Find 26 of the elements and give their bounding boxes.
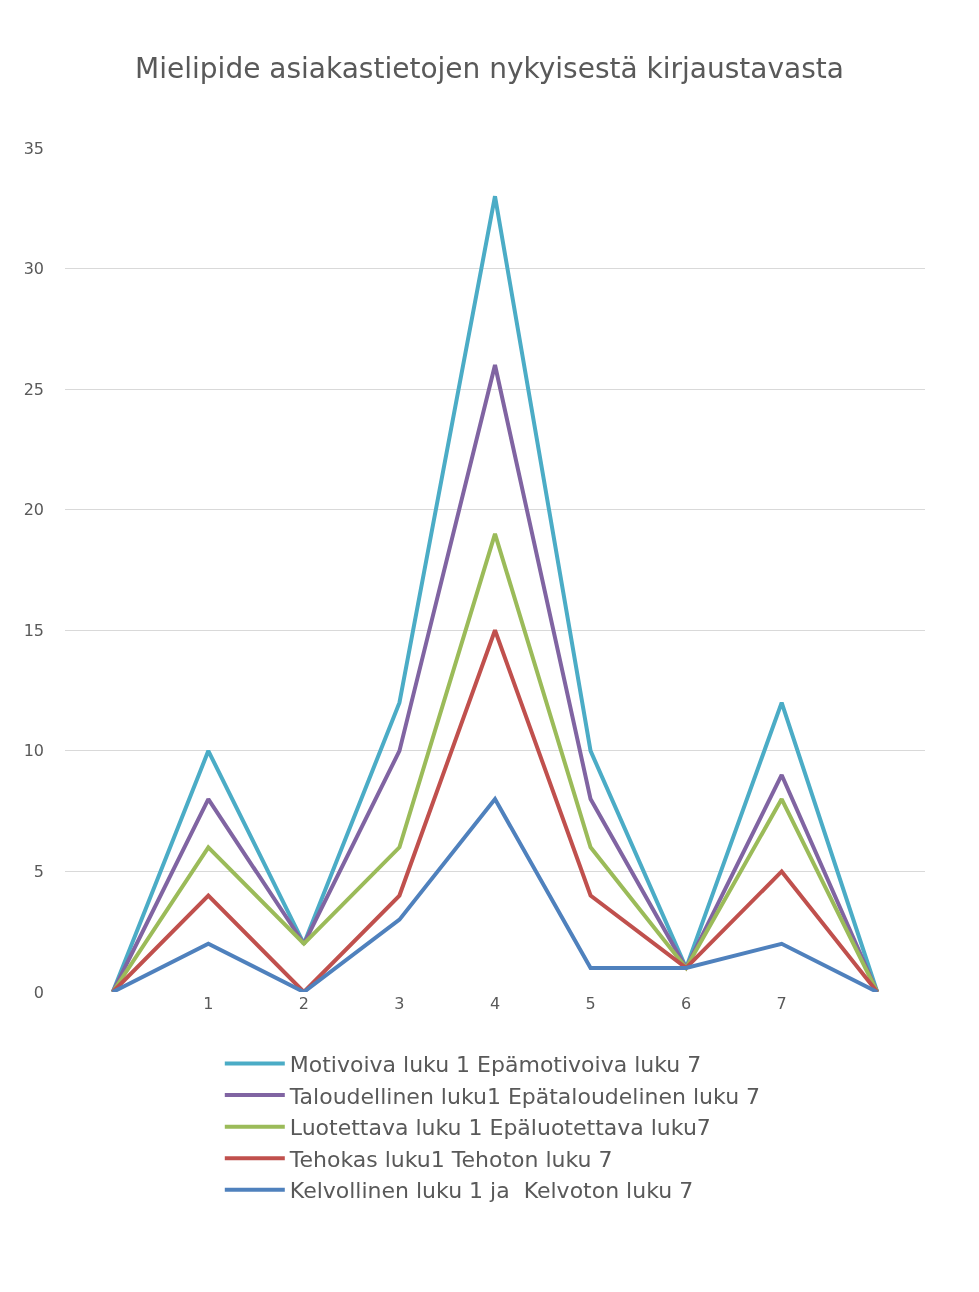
x-tick-label: 4 [489, 994, 501, 1013]
line-series [110, 531, 880, 992]
x-tick-label: 6 [681, 994, 692, 1013]
line-series [110, 194, 880, 992]
y-tick-label: 5 [33, 862, 44, 882]
legend-label: Taloudellinen luku1 Epätaloudelinen luku 7 [288, 1083, 761, 1109]
y-tick-label: 15 [23, 620, 44, 640]
legend-label: Kelvollinen luku 1 ja Kelvoton luku 7 [289, 1178, 694, 1204]
x-tick-label: 1 [203, 994, 214, 1013]
line-series [110, 363, 880, 992]
y-tick-label: 0 [33, 982, 44, 1002]
y-tick-label: 30 [23, 259, 44, 279]
x-tick-label: 5 [585, 994, 596, 1013]
y-tick-label: 20 [23, 500, 44, 520]
legend-label: Luotettava luku 1 Epäluotettava luku7 [289, 1115, 711, 1141]
legend-label: Motivoiva luku 1 Epämotivoiva luku 7 [289, 1052, 702, 1078]
x-tick-label: 7 [776, 994, 787, 1013]
line-series [110, 797, 880, 992]
line-series [110, 628, 880, 992]
y-tick-label: 35 [23, 138, 44, 158]
x-tick-label: 3 [394, 994, 405, 1013]
x-tick-label: 2 [298, 994, 309, 1013]
y-tick-label: 10 [23, 741, 44, 761]
legend-label: Tehokas luku1 Tehoton luku 7 [288, 1146, 613, 1172]
chart-title: Mielipide asiakastietojen nykyisestä kirjaustavasta [135, 51, 844, 85]
y-tick-label: 25 [23, 379, 44, 399]
